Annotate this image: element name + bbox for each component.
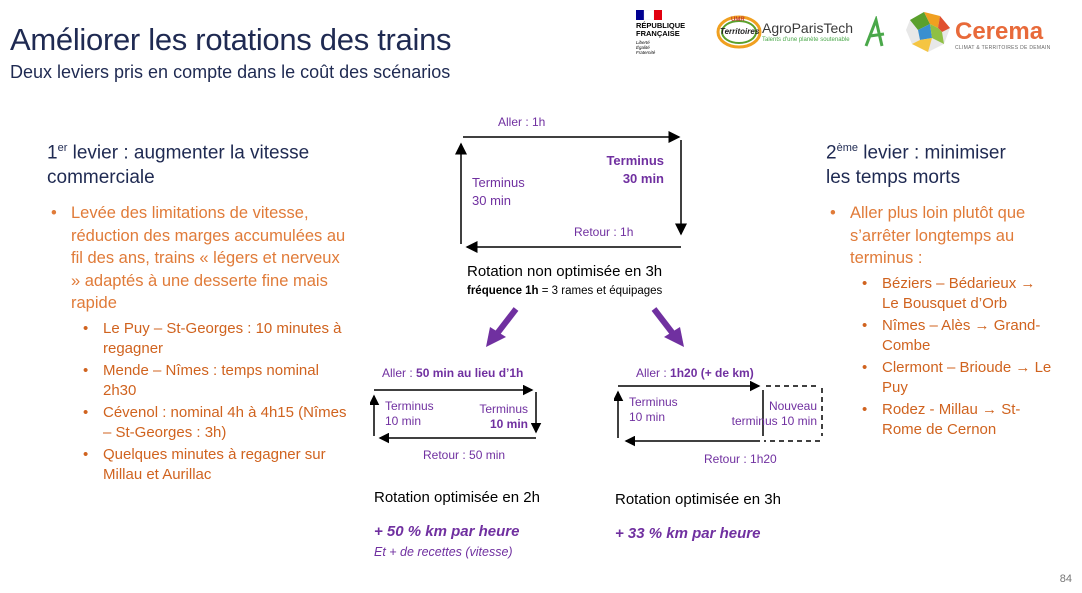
right-retour-label: Retour : 1h20: [704, 452, 777, 466]
top-term-right-1: Terminus: [606, 153, 664, 168]
lever-2-section: 2ème levier : minimiser les temps morts …: [826, 136, 1066, 442]
lever-2-list: Aller plus loin plutôt que s’arrêter lon…: [826, 202, 1056, 440]
rotation-diagram-right: [614, 380, 823, 447]
list-item: Rodez - Millau → St-Rome de Cernon: [850, 400, 1056, 440]
top-term-left-2: 30 min: [472, 193, 512, 208]
right-term-right: Nouveau terminus 10 min: [712, 399, 817, 429]
top-retour-label: Retour : 1h: [574, 225, 634, 239]
lever-2-heading: 2ème levier : minimiser les temps morts: [826, 136, 1066, 190]
top-term-right: Terminus 30 min: [586, 152, 664, 188]
list-item: Mende – Nîmes : temps nominal 2h30: [71, 361, 347, 401]
right-purple-arrow-icon: [651, 307, 684, 347]
top-term-right-2: 30 min: [622, 171, 664, 186]
umr-swirl-icon: [716, 15, 762, 49]
right-aller-label: Aller : 1h20 (+ de km): [636, 366, 754, 380]
cerema-tagline: CLIMAT & TERRITOIRES DE DEMAIN: [955, 45, 1051, 51]
top-term-left-1: Terminus: [472, 175, 525, 190]
left-gain-sub: Et + de recettes (vitesse): [374, 545, 513, 559]
right-term-right-2: terminus 10 min: [731, 414, 817, 428]
lever-1-heading: 1er levier : augmenter la vitesse commer…: [47, 136, 367, 190]
right-term-left-1: Terminus: [629, 395, 678, 409]
lever-1-num: 1: [47, 142, 58, 164]
cerema-map-icon: [906, 12, 950, 52]
republique-francaise-logo: RÉPUBLIQUE FRANÇAISE Liberté Égalité Fra…: [636, 10, 698, 55]
lever-1-sup: er: [57, 142, 68, 154]
list-item: Le Puy – St-Georges : 10 minutes à regag…: [71, 319, 347, 359]
list-item: Béziers – Bédarieux → Le Bousquet d’Orb: [850, 274, 1056, 314]
rotation-diagram-left: [370, 384, 542, 444]
rf-motto-3: Fraternité: [636, 50, 656, 55]
top-frequency-bold: fréquence 1h: [467, 285, 539, 297]
lever-2-bullet: Aller plus loin plutôt que s’arrêter lon…: [850, 204, 1026, 268]
agro-name: AgroParisTech: [762, 20, 854, 36]
left-aller-label: Aller : 50 min au lieu d’1h: [382, 366, 523, 380]
lever-1-bullet: Levée des limitations de vitesse, réduct…: [71, 204, 346, 313]
lever-2-sublist: Béziers – Bédarieux → Le Bousquet d’Orb …: [850, 274, 1056, 440]
left-term-left-2: 10 min: [385, 414, 422, 428]
page-title: Améliorer les rotations des trains: [10, 22, 452, 57]
right-aller-bold: 1h20 (+ de km): [670, 366, 754, 380]
page-number: 84: [1059, 573, 1072, 585]
right-gain: + 33 % km par heure: [615, 525, 761, 542]
left-rotation: Rotation optimisée en 2h: [374, 489, 540, 506]
top-aller-label: Aller : 1h: [498, 115, 546, 129]
umr-territoires-logo: UMR Territoires: [716, 12, 762, 50]
lever-1-sublist: Le Puy – St-Georges : 10 minutes à regag…: [71, 319, 347, 485]
umr-name: Territoires: [720, 27, 760, 36]
left-term-left: Terminus 10 min: [385, 399, 434, 429]
lever-2-heading-text: levier : minimiser: [857, 142, 1006, 164]
marianne-icon: [636, 10, 662, 20]
left-aller-bold: 50 min au lieu d’1h: [416, 366, 524, 380]
page-subtitle: Deux leviers pris en compte dans le coût…: [10, 62, 451, 82]
left-aller-prefix: Aller :: [382, 366, 417, 380]
lever-2-sup: ème: [836, 142, 858, 154]
lever-2-num: 2: [826, 142, 837, 164]
left-term-right-2: 10 min: [489, 417, 528, 431]
left-retour-label: Retour : 50 min: [423, 448, 506, 462]
rotation-diagram-top: [455, 131, 687, 253]
list-item: Clermont – Brioude → Le Puy: [850, 358, 1056, 398]
right-aller-prefix: Aller :: [636, 366, 671, 380]
left-term-right-1: Terminus: [479, 402, 528, 416]
lever-1-heading-line2: commerciale: [47, 167, 155, 189]
rf-line2: FRANÇAISE: [636, 29, 680, 38]
cerema-name: Cerema: [955, 18, 1044, 45]
left-purple-arrow-icon: [486, 307, 519, 347]
left-term-right: Terminus 10 min: [466, 402, 528, 432]
right-term-left-2: 10 min: [629, 410, 666, 424]
right-term-right-1: Nouveau: [768, 399, 817, 413]
rf-motto-2: Égalité: [636, 45, 650, 50]
list-item: Nîmes – Alès → Grand-Combe: [850, 316, 1056, 356]
lever-1-section: 1er levier : augmenter la vitesse commer…: [47, 136, 367, 487]
agroparistech-logo: AgroParisTech Talents d'une planète sout…: [762, 20, 853, 43]
lever-2-heading-line2: les temps morts: [826, 167, 961, 189]
top-term-left: Terminus 30 min: [472, 174, 525, 210]
umr-top: UMR: [731, 17, 745, 23]
rf-line1: RÉPUBLIQUE: [636, 21, 686, 30]
rf-motto-1: Liberté: [636, 40, 650, 45]
list-item: Cévenol : nominal 4h à 4h15 (Nîmes – St-…: [71, 403, 347, 443]
list-item: Quelques minutes à regagner sur Millau e…: [71, 445, 347, 485]
lever-1-heading-text: levier : augmenter la vitesse: [67, 142, 310, 164]
right-rotation: Rotation optimisée en 3h: [615, 491, 781, 508]
left-gain: + 50 % km par heure: [374, 523, 520, 540]
left-term-left-1: Terminus: [385, 399, 434, 413]
agro-leaf-icon: [864, 16, 885, 47]
top-rotation: Rotation non optimisée en 3h: [467, 263, 663, 280]
agro-tagline: Talents d'une planète soutenable: [762, 37, 850, 43]
lever-1-list: Levée des limitations de vitesse, réduct…: [47, 202, 347, 485]
top-frequency: fréquence 1h = 3 rames et équipages: [467, 285, 662, 297]
list-item: Aller plus loin plutôt que s’arrêter lon…: [826, 202, 1056, 440]
right-term-left: Terminus 10 min: [629, 395, 678, 425]
top-frequency-rest: = 3 rames et équipages: [538, 285, 663, 297]
list-item: Levée des limitations de vitesse, réduct…: [47, 202, 347, 485]
